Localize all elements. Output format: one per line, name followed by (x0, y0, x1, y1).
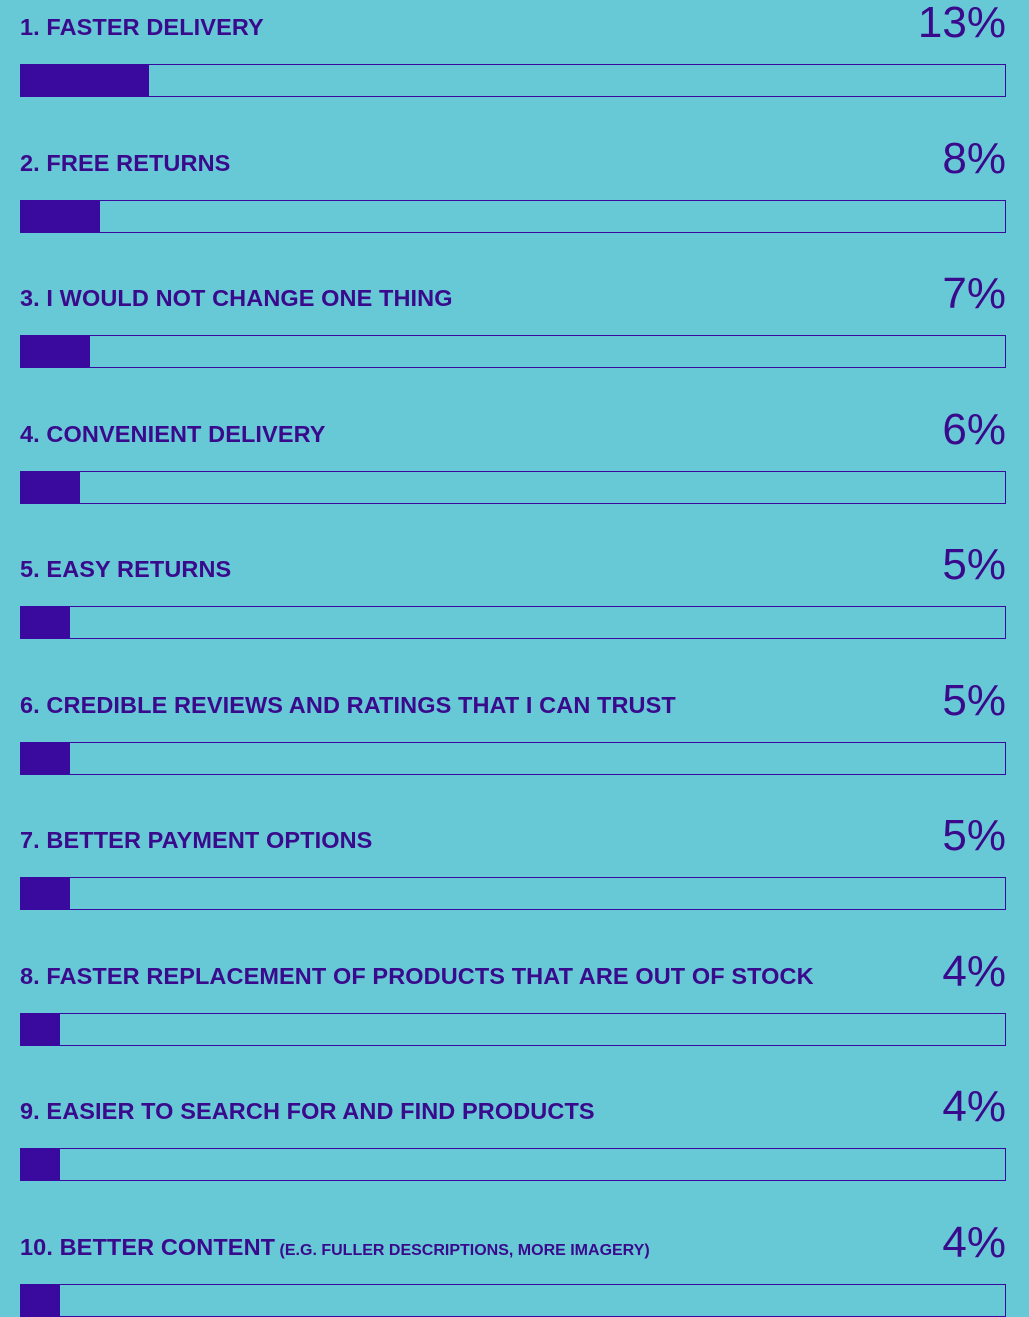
bar (21, 65, 150, 96)
bar-track (20, 606, 1006, 639)
bar-value-label: 8% (942, 133, 1006, 183)
bar-value-label: 5% (942, 540, 1006, 589)
bar-label: 4. CONVENIENT DELIVERY (20, 421, 326, 448)
bar-label-text: 9. EASIER TO SEARCH FOR AND FIND PRODUCT… (20, 1098, 595, 1124)
bar-label-text: 2. FREE RETURNS (20, 149, 231, 176)
bar (21, 1013, 61, 1045)
bar-label: 7. BETTER PAYMENT OPTIONS (20, 827, 372, 854)
bar-label: 8. FASTER REPLACEMENT OF PRODUCTS THAT A… (20, 963, 814, 990)
bar-label-text: 1. FASTER DELIVERY (20, 14, 264, 40)
bar-label: 1. FASTER DELIVERY (20, 14, 264, 41)
bar-label: 6. CREDIBLE REVIEWS AND RATINGS THAT I C… (20, 692, 676, 719)
bar-row: 10. BETTER CONTENT (E.G. FULLER DESCRIPT… (20, 1217, 1006, 1317)
bar-label-text: 3. I WOULD NOT CHANGE ONE THING (20, 285, 453, 311)
bar-track (20, 199, 1006, 233)
bar-track (20, 335, 1006, 368)
bar-row: 8. FASTER REPLACEMENT OF PRODUCTS THAT A… (20, 946, 1006, 1046)
bar-label-text: 10. BETTER CONTENT (20, 1233, 276, 1260)
bar-value-label: 13% (917, 0, 1006, 47)
bar-row: 4. CONVENIENT DELIVERY 6% (20, 404, 1006, 504)
bar (21, 742, 71, 774)
bar-value-label: 4% (942, 946, 1006, 996)
bar-label: 3. I WOULD NOT CHANGE ONE THING (20, 285, 453, 312)
bar-row: 2. FREE RETURNS 8% (20, 133, 1006, 233)
bar-label: 9. EASIER TO SEARCH FOR AND FIND PRODUCT… (20, 1098, 595, 1125)
bar-label-text: 4. CONVENIENT DELIVERY (20, 420, 326, 447)
bar-track (20, 1283, 1006, 1317)
bar (21, 471, 81, 503)
bar-label: 2. FREE RETURNS (20, 150, 230, 177)
bar-track (20, 741, 1006, 775)
bar-row: 3. I WOULD NOT CHANGE ONE THING 7% (20, 268, 1006, 368)
bar-row: 9. EASIER TO SEARCH FOR AND FIND PRODUCT… (20, 1081, 1006, 1181)
bar-track (20, 877, 1006, 910)
bar-row: 1. FASTER DELIVERY 13% (20, 0, 1006, 97)
bar-track (20, 1148, 1006, 1181)
bar-label-note: (E.G. FULLER DESCRIPTIONS, MORE IMAGERY) (275, 1241, 650, 1259)
bar-row: 6. CREDIBLE REVIEWS AND RATINGS THAT I C… (20, 675, 1006, 775)
bar-track (20, 470, 1006, 504)
bar-value-label: 5% (942, 675, 1006, 725)
bar-value-label: 4% (942, 1217, 1006, 1267)
bar-value-label: 7% (942, 269, 1006, 318)
bar-row: 7. BETTER PAYMENT OPTIONS 5% (20, 810, 1006, 910)
bar (21, 878, 71, 909)
bar-value-label: 6% (942, 404, 1006, 454)
bar (21, 336, 91, 367)
bar-label-text: 5. EASY RETURNS (20, 556, 232, 582)
bar-value-label: 5% (942, 811, 1006, 860)
bar-value-label: 4% (942, 1082, 1006, 1131)
bar (21, 607, 71, 638)
bar-label-text: 6. CREDIBLE REVIEWS AND RATINGS THAT I C… (20, 691, 676, 718)
bar-label-text: 8. FASTER REPLACEMENT OF PRODUCTS THAT A… (20, 962, 814, 989)
bar-row: 5. EASY RETURNS 5% (20, 539, 1006, 639)
bar-label: 10. BETTER CONTENT (E.G. FULLER DESCRIPT… (20, 1234, 650, 1261)
bar-track (20, 1012, 1006, 1046)
bar-track (20, 64, 1006, 97)
bar (21, 200, 100, 232)
bar-label-text: 7. BETTER PAYMENT OPTIONS (20, 827, 373, 853)
bar-label: 5. EASY RETURNS (20, 556, 231, 583)
bar (21, 1149, 61, 1180)
bar (21, 1284, 61, 1316)
